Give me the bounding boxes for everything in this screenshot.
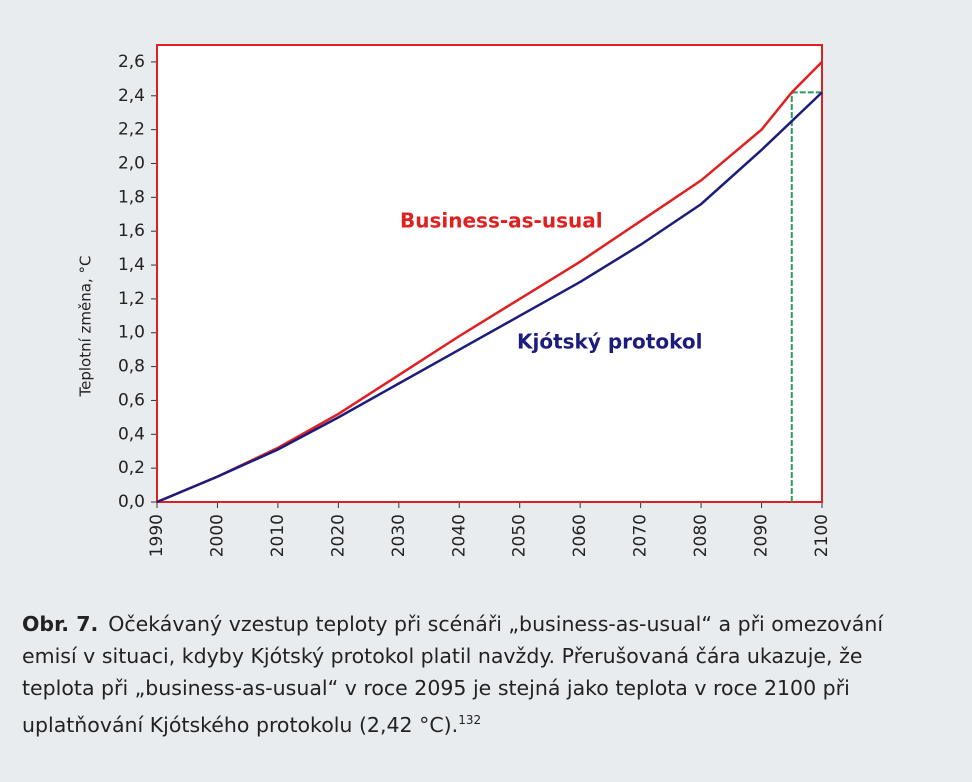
x-tick-label: 2030	[389, 514, 409, 557]
y-tick-label: 0,8	[118, 357, 145, 377]
x-tick-label: 2060	[570, 514, 590, 557]
footnote: 132	[458, 713, 482, 727]
y-tick-label: 1,4	[118, 255, 145, 275]
x-tick-label: 2090	[752, 514, 772, 557]
x-tick-label: 2080	[691, 514, 711, 557]
y-tick-label: 0,0	[118, 492, 145, 512]
x-tick-label: 2040	[449, 514, 469, 557]
x-tick-label: 2070	[631, 514, 651, 557]
x-tick-label: 1990	[147, 514, 167, 557]
y-tick-label: 0,2	[118, 458, 145, 478]
series-line	[156, 61, 823, 504]
caption-text: Očekávaný vzestup teploty při scénáři „b…	[22, 612, 884, 737]
y-tick-label: 2,6	[118, 52, 145, 72]
chart: Teplotní změna, °C 0,0 0,2 0,4 0,6 0,8 1,0 1,2…	[77, 44, 832, 557]
y-tick-label: 1,8	[118, 187, 145, 207]
x-tick-label: 2000	[207, 514, 227, 557]
x-tick-label: 2020	[328, 514, 348, 557]
x-tick-label: 2100	[812, 514, 832, 557]
series-label: Kjótský protokol	[517, 330, 702, 354]
y-tick-label: 0,6	[118, 390, 145, 410]
series-label: Business-as-usual	[400, 209, 603, 233]
plot-frame	[156, 44, 823, 503]
y-tick-label: 1,2	[118, 289, 145, 309]
caption: Obr. 7. Očekávaný vzestup teploty při scé…	[22, 608, 922, 741]
x-tick-label: 2010	[268, 514, 288, 557]
y-tick-label: 1,0	[118, 323, 145, 343]
y-tick-label: 2,0	[118, 153, 145, 173]
caption-label: Obr. 7.	[22, 612, 99, 636]
y-tick-label: 1,6	[118, 221, 145, 241]
y-tick-label: 2,2	[118, 120, 145, 140]
x-tick-label: 2050	[510, 514, 530, 557]
series-line	[156, 91, 823, 504]
plot-area	[157, 45, 822, 502]
y-tick-label: 0,4	[118, 424, 145, 444]
y-tick-label: 2,4	[118, 86, 145, 106]
y-axis-title: Teplotní změna, °C	[77, 256, 95, 398]
